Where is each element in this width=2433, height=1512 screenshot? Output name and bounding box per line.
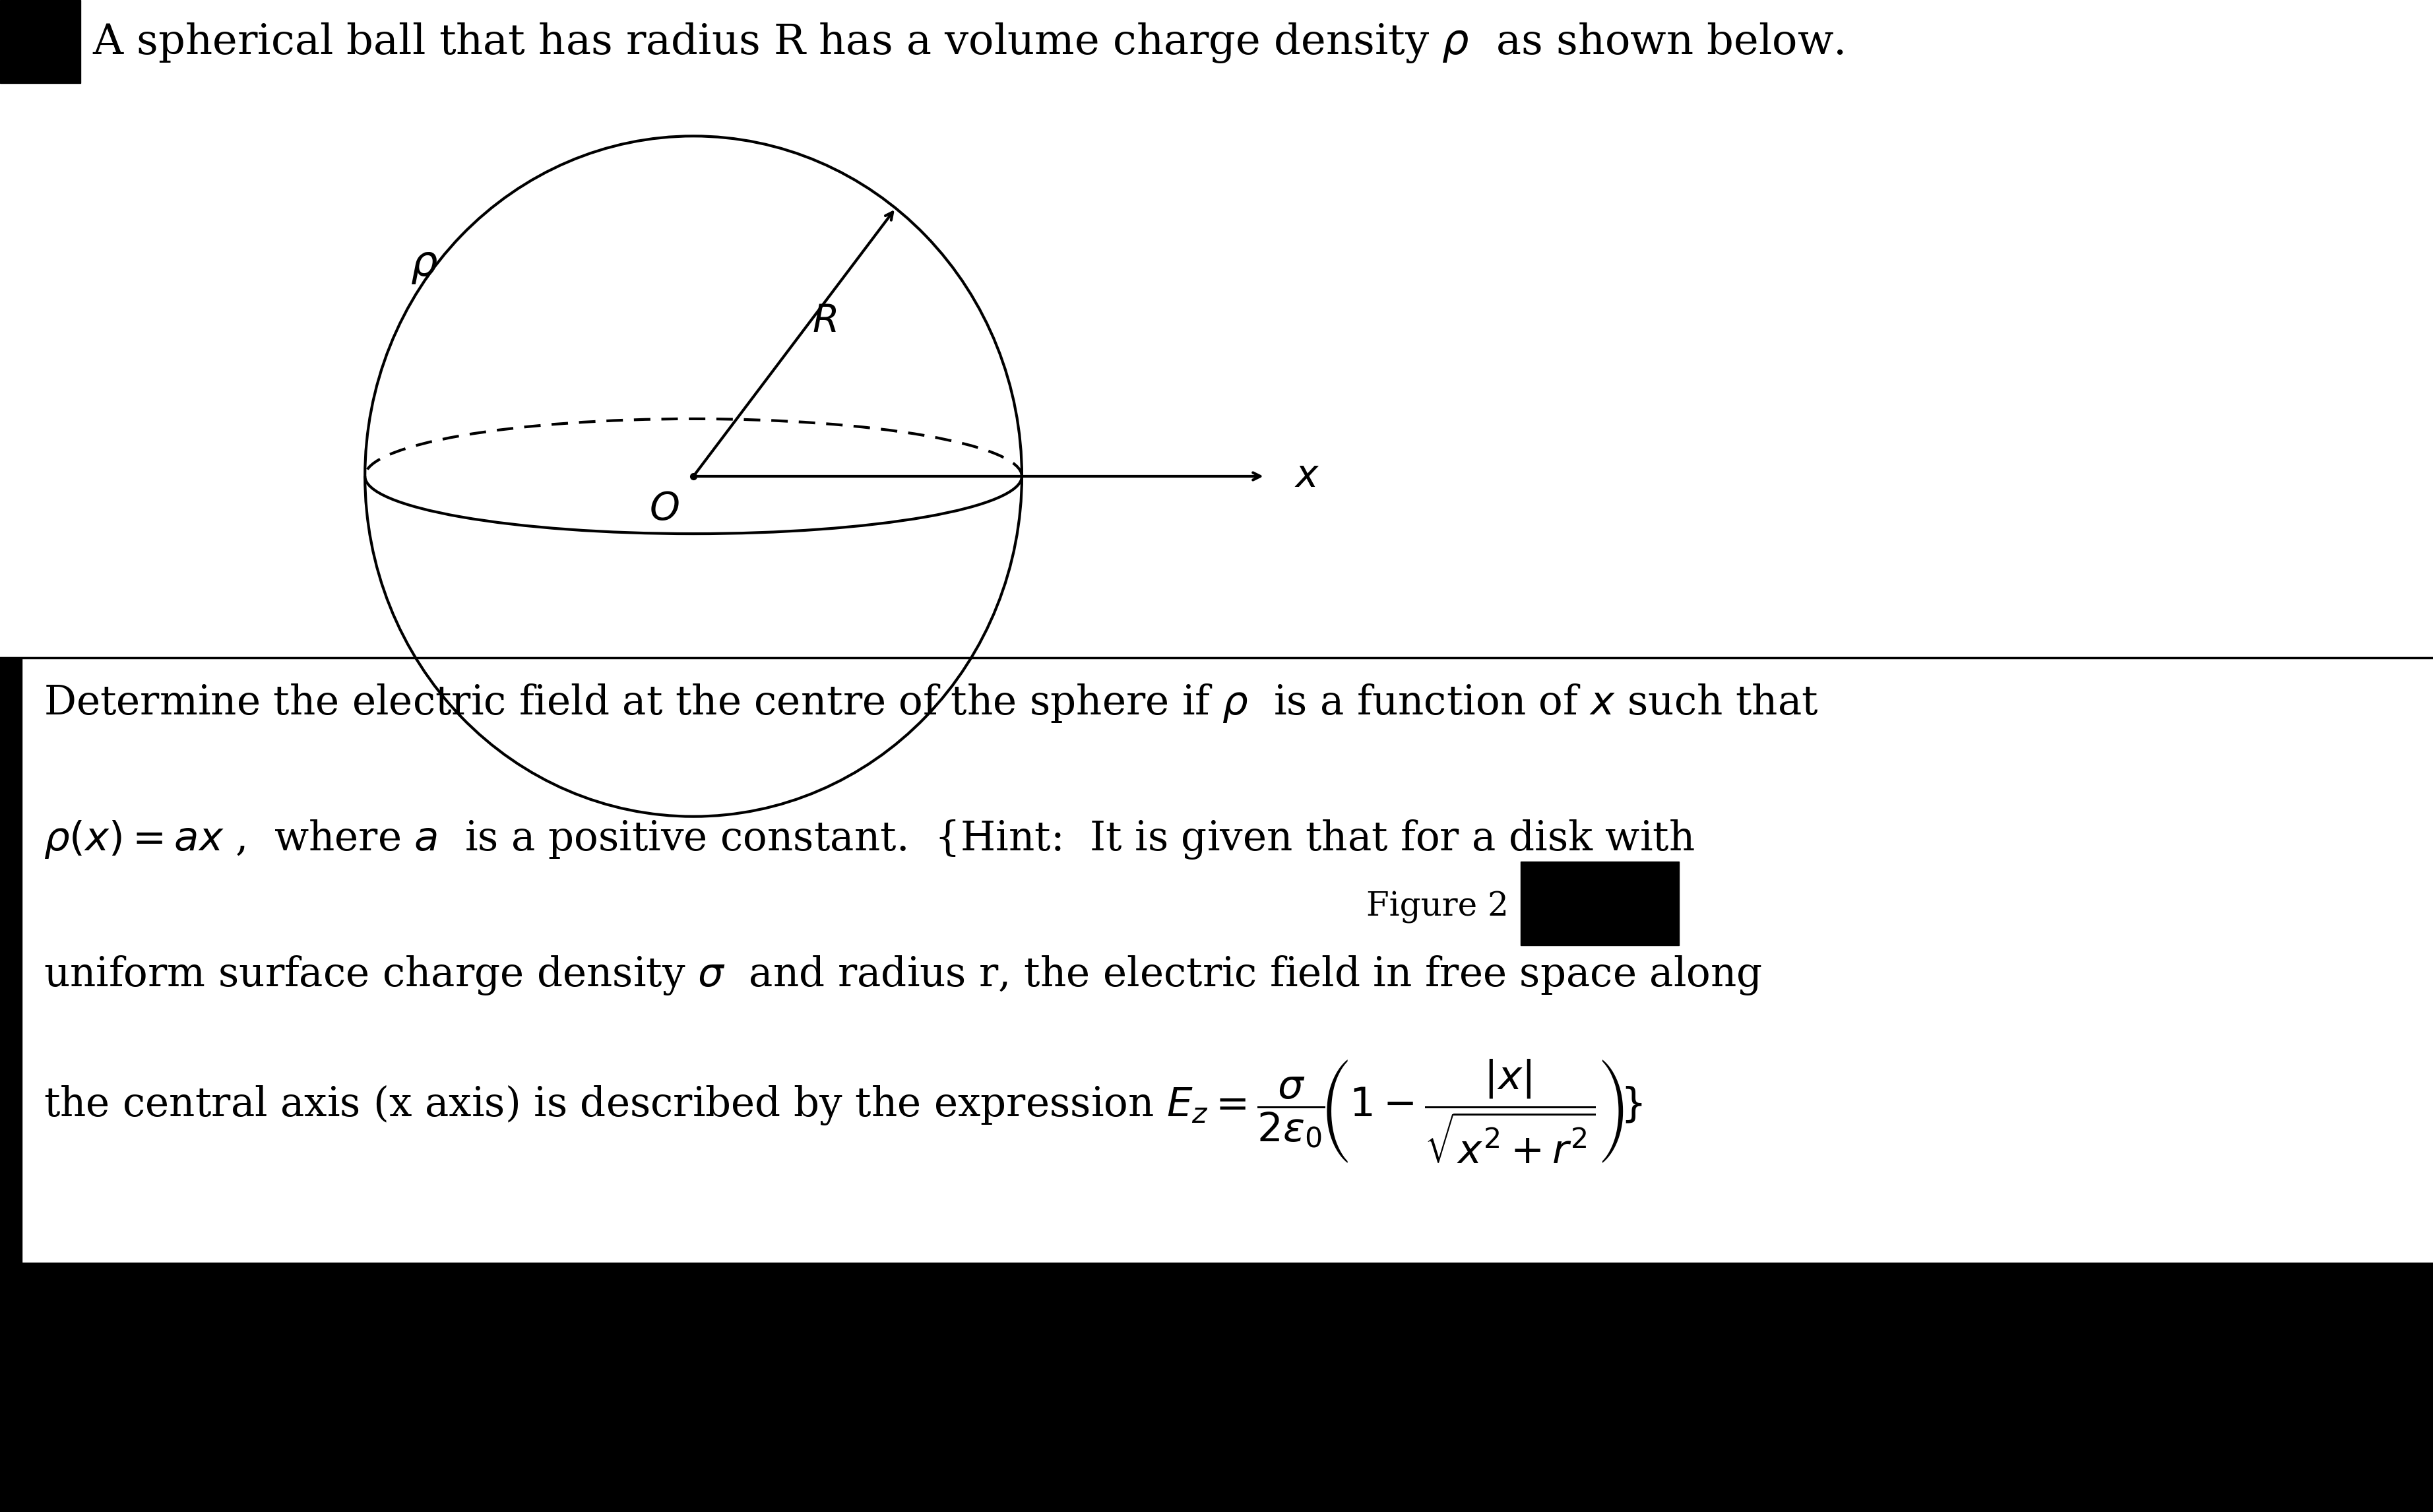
Text: Determine the electric field at the centre of the sphere if $\rho$  is a functio: Determine the electric field at the cent… bbox=[44, 682, 1817, 724]
Bar bbox=[0, 1263, 2433, 1512]
Text: A spherical ball that has radius R has a volume charge density $\rho$  as shown : A spherical ball that has radius R has a… bbox=[92, 20, 1844, 65]
Text: $\rho$: $\rho$ bbox=[411, 245, 438, 286]
Bar bbox=[0, 0, 80, 83]
Bar bbox=[1521, 862, 1679, 945]
Bar bbox=[0, 0, 2433, 1263]
Text: Figure 2: Figure 2 bbox=[1365, 891, 1508, 924]
Text: the central axis (x axis) is described by the expression $E_z = \dfrac{\sigma}{2: the central axis (x axis) is described b… bbox=[44, 1058, 1642, 1164]
Text: $O$: $O$ bbox=[650, 491, 679, 528]
Text: $\rho(x)=ax$ ,  where $a$  is a positive constant.  {Hint:  It is given that for: $\rho(x)=ax$ , where $a$ is a positive c… bbox=[44, 818, 1696, 860]
Text: uniform surface charge density $\sigma$  and radius r, the electric field in fre: uniform surface charge density $\sigma$ … bbox=[44, 954, 1761, 996]
Text: $R$: $R$ bbox=[813, 302, 837, 340]
Text: $x$: $x$ bbox=[1294, 458, 1319, 494]
Bar bbox=[0, 658, 22, 1263]
